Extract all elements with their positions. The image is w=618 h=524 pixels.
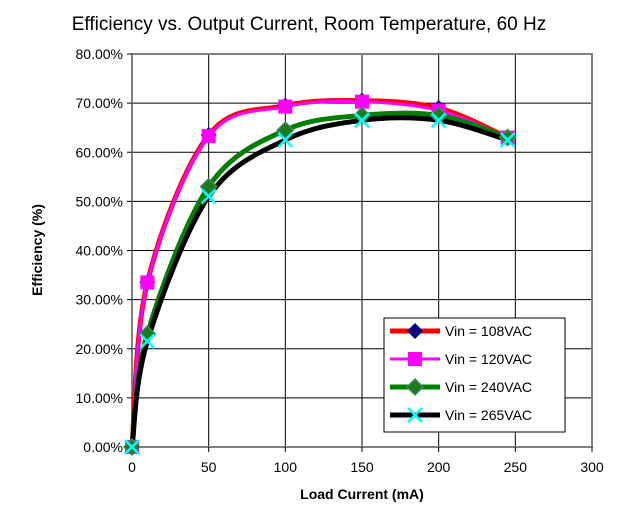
marker-x — [124, 439, 140, 455]
marker-square — [278, 99, 293, 114]
x-axis: 0 50 100 150 200 250 300 — [128, 447, 604, 475]
marker-diamond — [352, 106, 372, 125]
marker-x-stroke — [139, 333, 156, 350]
x-tick-label: 200 — [427, 459, 451, 475]
marker-x — [200, 188, 217, 205]
legend-label: Vin = 265VAC — [445, 407, 532, 423]
marker-diamond — [199, 177, 218, 196]
x-tick-label: 150 — [350, 459, 374, 475]
marker-x — [139, 333, 156, 350]
marker-x — [407, 407, 423, 423]
x-tick-label: 100 — [274, 459, 298, 475]
legend-label: Vin = 120VAC — [445, 351, 532, 367]
y-tick-label: 70.00% — [76, 95, 123, 111]
x-tick-label: 0 — [128, 459, 136, 475]
chart-title: Efficiency vs. Output Current, Room Temp… — [72, 14, 547, 35]
marker-x — [430, 112, 447, 129]
marker-diamond — [405, 377, 425, 397]
y-tick-label: 0.00% — [83, 439, 123, 455]
marker-x — [277, 132, 294, 148]
marker-x — [499, 132, 516, 148]
y-tick-label: 80.00% — [76, 46, 123, 62]
marker-square — [355, 94, 369, 109]
marker-x-stroke — [430, 112, 447, 129]
y-tick-label: 10.00% — [76, 390, 123, 406]
marker-x-stroke — [124, 439, 140, 455]
marker-diamond — [429, 106, 448, 125]
x-axis-label: Load Current (mA) — [300, 486, 424, 502]
marker-square — [201, 129, 216, 144]
marker-x-stroke — [499, 132, 516, 148]
y-tick-label: 30.00% — [76, 292, 123, 308]
legend-item: Vin = 265VAC — [390, 407, 532, 423]
marker-diamond — [407, 323, 423, 339]
marker-x-stroke — [277, 132, 294, 148]
legend-label: Vin = 240VAC — [445, 379, 532, 395]
series-markers — [122, 92, 517, 457]
y-axis: 0.00% 10.00% 20.00% 30.00% 40.00% 50.00% 60.00… — [76, 46, 132, 455]
marker-x — [354, 112, 370, 129]
y-axis-label: Efficiency (%) — [29, 204, 45, 296]
x-tick-label: 50 — [201, 459, 217, 475]
x-tick-label: 250 — [504, 459, 528, 475]
y-tick-label: 40.00% — [76, 243, 123, 259]
y-tick-label: 60.00% — [76, 144, 123, 160]
y-tick-label: 50.00% — [76, 193, 123, 209]
marker-x-stroke — [354, 112, 370, 129]
marker-square — [140, 275, 155, 290]
legend-item: Vin = 108VAC — [390, 323, 532, 339]
marker-diamond — [276, 121, 295, 140]
legend: Vin = 108VAC Vin = 120VAC Vin = 240VAC Vin … — [383, 317, 566, 433]
legend-label: Vin = 108VAC — [445, 323, 532, 339]
marker-x-stroke — [407, 407, 423, 423]
legend-item: Vin = 120VAC — [390, 351, 532, 367]
x-tick-label: 300 — [580, 459, 604, 475]
legend-item: Vin = 240VAC — [390, 377, 532, 397]
marker-x-stroke — [200, 188, 217, 205]
y-tick-label: 20.00% — [76, 341, 123, 357]
marker-square — [408, 352, 422, 366]
